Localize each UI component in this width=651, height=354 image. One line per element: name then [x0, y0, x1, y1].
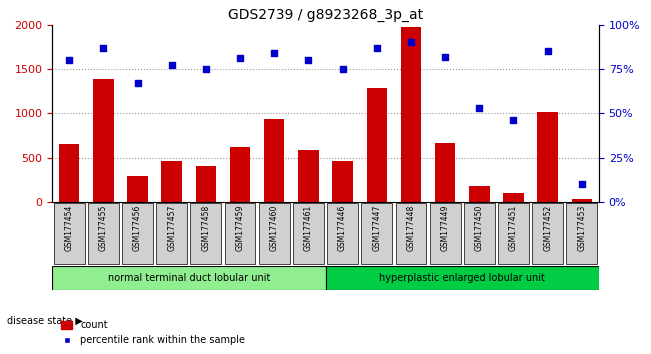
- Text: GSM177450: GSM177450: [475, 205, 484, 251]
- Point: [542, 48, 553, 54]
- FancyBboxPatch shape: [225, 203, 255, 264]
- Point: [98, 45, 109, 51]
- Point: [337, 66, 348, 72]
- Text: GSM177453: GSM177453: [577, 205, 587, 251]
- Bar: [400, 27, 421, 202]
- Text: hyperplastic enlarged lobular unit: hyperplastic enlarged lobular unit: [380, 273, 545, 283]
- Bar: [367, 88, 387, 202]
- Point: [235, 56, 245, 61]
- Title: GDS2739 / g8923268_3p_at: GDS2739 / g8923268_3p_at: [228, 8, 423, 22]
- Point: [440, 54, 450, 59]
- FancyBboxPatch shape: [156, 203, 187, 264]
- FancyBboxPatch shape: [430, 203, 460, 264]
- Text: GSM177451: GSM177451: [509, 205, 518, 251]
- Bar: [333, 161, 353, 202]
- Legend: count, percentile rank within the sample: count, percentile rank within the sample: [57, 316, 249, 349]
- FancyBboxPatch shape: [122, 203, 153, 264]
- Text: GSM177455: GSM177455: [99, 205, 108, 251]
- Point: [372, 45, 382, 51]
- Point: [64, 57, 74, 63]
- Point: [132, 80, 143, 86]
- FancyBboxPatch shape: [293, 203, 324, 264]
- Text: GSM177446: GSM177446: [338, 205, 347, 251]
- FancyBboxPatch shape: [326, 266, 599, 290]
- Text: GSM177460: GSM177460: [270, 205, 279, 251]
- FancyBboxPatch shape: [88, 203, 118, 264]
- FancyBboxPatch shape: [191, 203, 221, 264]
- FancyBboxPatch shape: [533, 203, 563, 264]
- Bar: [128, 176, 148, 202]
- Point: [201, 66, 211, 72]
- FancyBboxPatch shape: [52, 266, 326, 290]
- Point: [577, 181, 587, 187]
- Text: normal terminal duct lobular unit: normal terminal duct lobular unit: [107, 273, 270, 283]
- FancyBboxPatch shape: [498, 203, 529, 264]
- Bar: [435, 143, 456, 202]
- FancyBboxPatch shape: [259, 203, 290, 264]
- FancyBboxPatch shape: [396, 203, 426, 264]
- Text: GSM177452: GSM177452: [543, 205, 552, 251]
- Bar: [230, 147, 250, 202]
- Point: [269, 50, 279, 56]
- Text: GSM177449: GSM177449: [441, 205, 450, 251]
- Bar: [93, 79, 114, 202]
- Text: disease state ▶: disease state ▶: [7, 315, 82, 325]
- Bar: [196, 166, 216, 202]
- Text: GSM177447: GSM177447: [372, 205, 381, 251]
- Bar: [264, 119, 284, 202]
- Point: [406, 40, 416, 45]
- Text: GSM177458: GSM177458: [201, 205, 210, 251]
- Point: [303, 57, 314, 63]
- FancyBboxPatch shape: [566, 203, 597, 264]
- FancyBboxPatch shape: [464, 203, 495, 264]
- Bar: [537, 113, 558, 202]
- Text: GSM177448: GSM177448: [406, 205, 415, 251]
- Text: GSM177461: GSM177461: [304, 205, 313, 251]
- Bar: [161, 161, 182, 202]
- FancyBboxPatch shape: [54, 203, 85, 264]
- Text: GSM177459: GSM177459: [236, 205, 245, 251]
- Point: [167, 63, 177, 68]
- Bar: [503, 193, 523, 202]
- Point: [474, 105, 484, 111]
- Bar: [469, 186, 490, 202]
- Point: [508, 118, 519, 123]
- Bar: [572, 199, 592, 202]
- Bar: [298, 150, 318, 202]
- Text: GSM177456: GSM177456: [133, 205, 142, 251]
- Text: GSM177454: GSM177454: [64, 205, 74, 251]
- FancyBboxPatch shape: [327, 203, 358, 264]
- FancyBboxPatch shape: [361, 203, 392, 264]
- Bar: [59, 144, 79, 202]
- Text: GSM177457: GSM177457: [167, 205, 176, 251]
